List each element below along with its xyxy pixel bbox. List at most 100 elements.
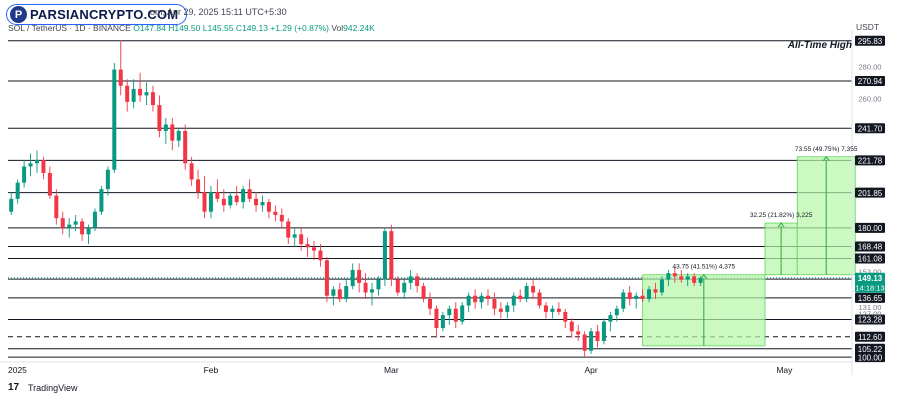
change-value: +1.29 (+0.87%) [270, 23, 329, 33]
time-axis[interactable]: 2025 Feb Mar Apr May [0, 361, 852, 375]
candle-body [679, 276, 684, 280]
level-label: 270.94 [858, 77, 883, 86]
close-value: C149.13 [235, 23, 268, 33]
y-tick-label: 131.00 [859, 303, 882, 312]
candle-body [614, 308, 619, 316]
candle-body [273, 211, 278, 215]
candle-body [41, 160, 46, 173]
candle-body [144, 92, 149, 96]
candle-body [692, 276, 697, 283]
volume-label: Vol [331, 23, 344, 33]
brand-logo: P PARSIANCRYPTO.COM [6, 4, 188, 25]
low-value: L145.55 [202, 23, 234, 33]
candle-body [518, 295, 523, 299]
candle-body [260, 202, 265, 206]
symbol-label: SOL / TetherUS · 1D · BINANCE [8, 23, 131, 33]
candle-body [402, 282, 407, 293]
candle-body [22, 166, 27, 183]
candle-body [634, 295, 639, 299]
level-tag [855, 253, 885, 264]
candle-body [357, 269, 362, 283]
candle-body [537, 292, 542, 306]
price-axis[interactable]: 295.83 270.94 241.70 221.78 201.85 180.00 168.… [851, 30, 885, 375]
y-tick-label: 127.00 [859, 310, 882, 319]
x-tick-label: 2025 [8, 365, 27, 375]
level-tag [855, 155, 885, 166]
candle-body [511, 295, 516, 306]
candle-body [183, 130, 188, 164]
high-value: H149.50 [168, 23, 201, 33]
candle-body [163, 124, 168, 131]
candle-body [698, 277, 703, 283]
candle-body [47, 172, 52, 196]
candle-body [563, 311, 568, 322]
candle-body [86, 227, 91, 235]
level-tag [855, 35, 885, 46]
candle-body [196, 179, 201, 193]
candle-body [118, 69, 123, 86]
level-tag [855, 222, 885, 233]
candle-body [92, 211, 97, 228]
candle-body [627, 292, 632, 299]
candle-body [382, 231, 387, 280]
candle-body [421, 286, 426, 299]
level-label: 201.85 [858, 189, 883, 198]
candle-body [202, 192, 207, 212]
tradingview-label: TradingView [28, 383, 78, 393]
brand-mark-icon: P [10, 6, 27, 23]
candle-body [363, 282, 368, 293]
candle-body [170, 124, 175, 141]
candle-body [389, 231, 394, 280]
level-label: 241.70 [858, 124, 883, 133]
price-candles [9, 40, 703, 358]
candle-body [415, 276, 420, 287]
level-label: 295.83 [858, 37, 883, 46]
candle-body [453, 308, 458, 322]
candle-body [60, 218, 65, 228]
candle-body [189, 163, 194, 180]
candle-body [292, 234, 297, 238]
candle-body [305, 244, 310, 248]
candle-body [266, 202, 271, 212]
candle-body [15, 182, 20, 199]
candle-body [131, 88, 136, 102]
candle-body [685, 276, 690, 280]
target2-annotation: 32.25 (21.82%) 3,225 [750, 212, 813, 219]
candle-body [80, 221, 85, 235]
candle-body [157, 105, 162, 131]
y-tick-label: 153.00 [859, 268, 882, 277]
candle-body [543, 305, 548, 312]
x-tick-label: Feb [204, 365, 219, 375]
level-tag [855, 187, 885, 198]
candle-body [608, 315, 613, 322]
candle-body [34, 160, 39, 164]
target-arrow-head [700, 273, 708, 280]
candle-body [485, 295, 490, 299]
candle-body [601, 321, 606, 341]
candle-body [344, 286, 349, 299]
candle-body [234, 195, 239, 203]
candle-body [460, 305, 465, 322]
candle-body [434, 308, 439, 329]
candle-body [286, 221, 291, 238]
candle-body [299, 234, 304, 245]
level-tag [855, 123, 885, 134]
candle-body [569, 321, 574, 332]
candle-body [221, 198, 226, 206]
level-label: 168.48 [858, 243, 883, 252]
y-tick-label: 260.00 [859, 95, 882, 104]
candle-body [324, 260, 329, 296]
level-label: 180.00 [858, 224, 883, 233]
candle-body [254, 198, 259, 206]
candle-body [621, 292, 626, 309]
all-time-high-label: All-Time High [787, 40, 852, 51]
candle-body [112, 69, 117, 170]
candle-body [479, 295, 484, 303]
level-tag [855, 331, 885, 342]
candle-body [659, 279, 664, 293]
target1-annotation: 43.75 (41.51%) 4,375 [673, 264, 736, 271]
candle-body [350, 269, 355, 287]
candle-body [279, 214, 284, 222]
level-label: 161.08 [858, 255, 883, 264]
